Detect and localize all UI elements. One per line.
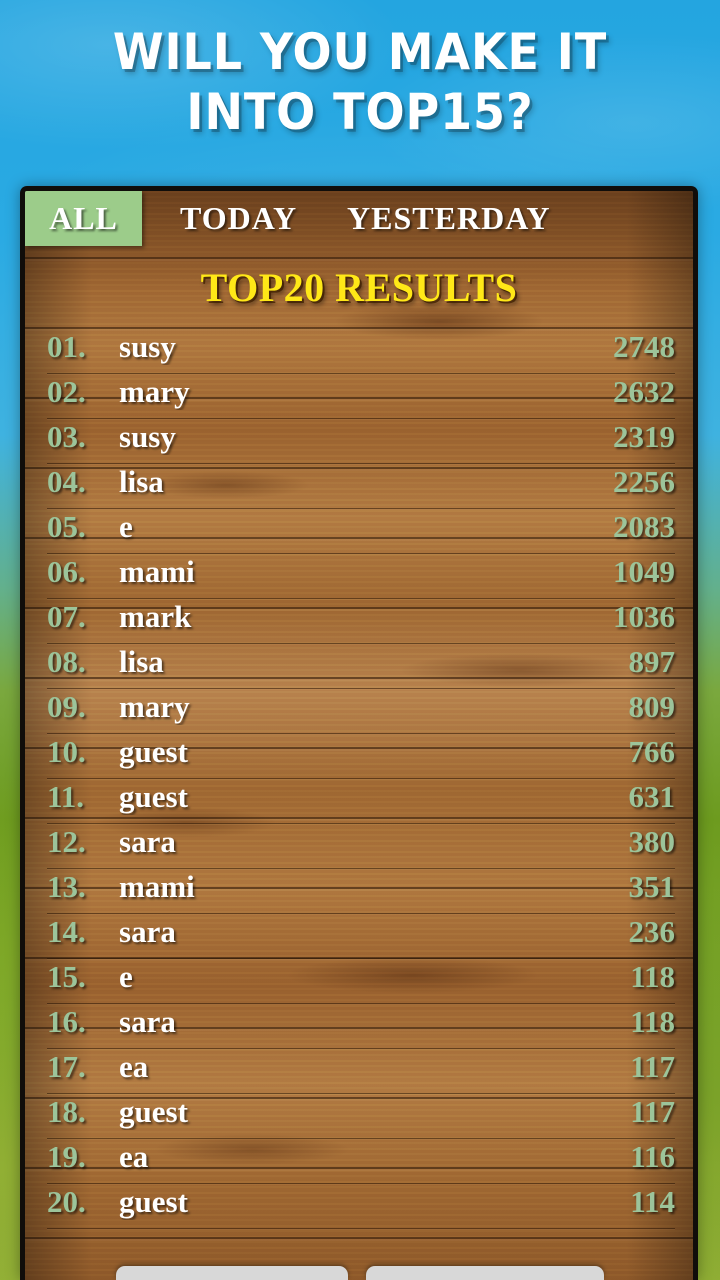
player-name: lisa: [119, 644, 164, 679]
player-name: e: [119, 959, 133, 994]
player-score: 766: [628, 734, 676, 769]
table-row[interactable]: 10. guest 766: [47, 734, 675, 779]
results-title: TOP20 RESULTS: [200, 265, 518, 310]
leaderboard-list: 01. susy 2748 02. mary 2632 03. susy 231…: [25, 329, 693, 1229]
player-score: 116: [630, 1139, 675, 1174]
table-row[interactable]: 16. sara 118: [47, 1004, 675, 1049]
player-name: mary: [119, 689, 190, 724]
player-name: mami: [119, 869, 195, 904]
table-row[interactable]: 14. sara 236: [47, 914, 675, 959]
player-score: 1049: [613, 554, 675, 589]
bottom-right-button[interactable]: [366, 1266, 604, 1280]
player-score: 236: [628, 914, 676, 949]
player-name: lisa: [119, 464, 164, 499]
rank-number: 07.: [47, 599, 86, 634]
player-name: guest: [119, 1184, 188, 1219]
rank-number: 04.: [47, 464, 86, 499]
player-name: e: [119, 509, 133, 544]
bottom-button-bar: [0, 1266, 720, 1280]
rank-number: 14.: [47, 914, 86, 949]
table-row[interactable]: 12. sara 380: [47, 824, 675, 869]
promo-headline-line2: INTO TOP15?: [186, 83, 534, 141]
rank-number: 03.: [47, 419, 86, 454]
player-score: 380: [628, 824, 676, 859]
rank-number: 09.: [47, 689, 86, 724]
player-name: sara: [119, 1004, 176, 1039]
rank-number: 02.: [47, 374, 86, 409]
rank-number: 12.: [47, 824, 86, 859]
player-score: 114: [630, 1184, 675, 1219]
table-row[interactable]: 03. susy 2319: [47, 419, 675, 464]
tab-all-label: ALL: [49, 200, 118, 236]
player-name: guest: [119, 779, 188, 814]
player-score: 118: [630, 1004, 675, 1039]
player-name: ea: [119, 1049, 149, 1084]
table-row[interactable]: 06. mami 1049: [47, 554, 675, 599]
table-row[interactable]: 15. e 118: [47, 959, 675, 1004]
player-score: 118: [630, 959, 675, 994]
player-score: 809: [628, 689, 676, 724]
rank-number: 20.: [47, 1184, 86, 1219]
table-row[interactable]: 17. ea 117: [47, 1049, 675, 1094]
player-name: mary: [119, 374, 190, 409]
player-score: 351: [628, 869, 676, 904]
table-row[interactable]: 20. guest 114: [47, 1184, 675, 1229]
table-row[interactable]: 08. lisa 897: [47, 644, 675, 689]
rank-number: 11.: [47, 779, 85, 814]
leaderboard-panel: ALL TODAY YESTERDAY TOP20 RESULTS 01. su…: [20, 186, 698, 1280]
player-name: susy: [119, 329, 176, 364]
table-row[interactable]: 01. susy 2748: [47, 329, 675, 374]
leaderboard-tabs: ALL TODAY YESTERDAY: [25, 191, 693, 246]
tab-yesterday-label: YESTERDAY: [347, 200, 551, 236]
player-name: sara: [119, 914, 176, 949]
rank-number: 16.: [47, 1004, 86, 1039]
table-row[interactable]: 18. guest 117: [47, 1094, 675, 1139]
table-row[interactable]: 07. mark 1036: [47, 599, 675, 644]
player-score: 1036: [613, 599, 675, 634]
tab-today-label: TODAY: [180, 200, 298, 236]
table-row[interactable]: 05. e 2083: [47, 509, 675, 554]
wood-texture-background: [25, 191, 693, 1280]
player-score: 631: [628, 779, 676, 814]
player-name: ea: [119, 1139, 149, 1174]
rank-number: 18.: [47, 1094, 86, 1129]
table-row[interactable]: 11. guest 631: [47, 779, 675, 824]
player-score: 2083: [613, 509, 675, 544]
promo-headline-line1: WILL YOU MAKE IT: [112, 23, 608, 81]
player-score: 2632: [613, 374, 675, 409]
player-score: 117: [630, 1049, 675, 1084]
player-name: sara: [119, 824, 176, 859]
table-row[interactable]: 19. ea 116: [47, 1139, 675, 1184]
tab-all[interactable]: ALL: [25, 191, 142, 246]
player-score: 897: [628, 644, 676, 679]
bottom-left-button[interactable]: [116, 1266, 348, 1280]
rank-number: 15.: [47, 959, 86, 994]
table-row[interactable]: 09. mary 809: [47, 689, 675, 734]
tab-yesterday[interactable]: YESTERDAY: [333, 191, 564, 246]
promo-headline: WILL YOU MAKE IT INTO TOP15?: [29, 22, 691, 142]
player-name: guest: [119, 734, 188, 769]
rank-number: 13.: [47, 869, 86, 904]
player-name: guest: [119, 1094, 188, 1129]
tab-today[interactable]: TODAY: [158, 191, 319, 246]
table-row[interactable]: 13. mami 351: [47, 869, 675, 914]
player-score: 2319: [613, 419, 675, 454]
player-score: 117: [630, 1094, 675, 1129]
player-score: 2748: [613, 329, 675, 364]
rank-number: 17.: [47, 1049, 86, 1084]
player-name: mark: [119, 599, 192, 634]
rank-number: 08.: [47, 644, 86, 679]
rank-number: 06.: [47, 554, 86, 589]
player-name: susy: [119, 419, 176, 454]
player-name: mami: [119, 554, 195, 589]
player-score: 2256: [613, 464, 675, 499]
rank-number: 01.: [47, 329, 86, 364]
rank-number: 19.: [47, 1139, 86, 1174]
rank-number: 10.: [47, 734, 86, 769]
table-row[interactable]: 04. lisa 2256: [47, 464, 675, 509]
table-row[interactable]: 02. mary 2632: [47, 374, 675, 419]
rank-number: 05.: [47, 509, 86, 544]
